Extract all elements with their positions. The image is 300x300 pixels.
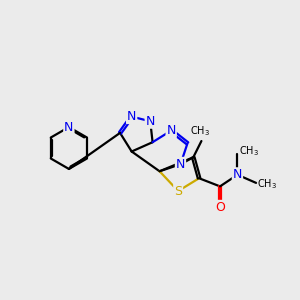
Text: CH$_3$: CH$_3$ — [257, 177, 277, 191]
Text: CH$_3$: CH$_3$ — [238, 145, 259, 158]
Text: O: O — [215, 201, 225, 214]
Text: N: N — [167, 124, 176, 137]
Text: N: N — [64, 121, 74, 134]
Text: N: N — [127, 110, 136, 123]
Text: N: N — [233, 168, 242, 181]
Text: S: S — [174, 184, 182, 197]
Text: CH$_3$: CH$_3$ — [190, 124, 210, 137]
Text: N: N — [176, 158, 185, 171]
Text: N: N — [146, 115, 155, 128]
